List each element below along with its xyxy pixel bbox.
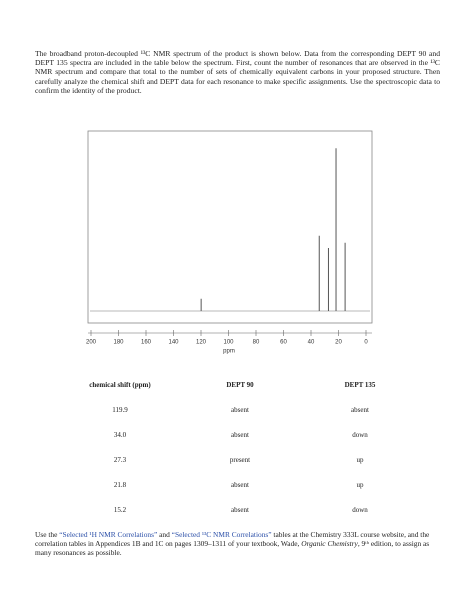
x-tick-label: 180 xyxy=(113,340,124,346)
x-tick-label: 120 xyxy=(196,340,207,346)
table-row: 27.3 present up xyxy=(60,447,420,472)
table-cell: 119.9 xyxy=(112,405,128,414)
table-cell: present xyxy=(229,455,251,464)
table-cell: 27.3 xyxy=(113,455,127,464)
table-cell: down xyxy=(352,505,368,514)
x-tick-label: 0 xyxy=(364,340,368,346)
dept-table: chemical shift (ppm) DEPT 90 DEPT 135 11… xyxy=(60,372,420,522)
x-tick-label: 20 xyxy=(335,340,342,346)
table-cell: absent xyxy=(231,405,249,414)
intro-paragraph: The broadband proton-decoupled ¹³C NMR s… xyxy=(35,49,440,95)
footer-text: and xyxy=(157,530,172,539)
footer-paragraph: Use the “Selected ¹H NMR Correlations” a… xyxy=(35,530,440,558)
table-cell: absent xyxy=(231,430,249,439)
table-row: 21.8 absent up xyxy=(60,472,420,497)
footer-text: , 9ᵗʰ edition, to assign as many resonan… xyxy=(35,539,430,558)
footer-link: “Selected ¹³C NMR Correlations” xyxy=(171,530,272,539)
table-cell: 34.0 xyxy=(113,430,127,439)
header-cell: DEPT 135 xyxy=(344,380,376,389)
x-axis-label: ppm xyxy=(223,349,235,355)
footer-link: “Selected ¹H NMR Correlations” xyxy=(59,530,158,539)
table-row: 15.2 absent down xyxy=(60,497,420,522)
table-cell: absent xyxy=(231,480,249,489)
table-cell: down xyxy=(352,430,368,439)
header-cell: chemical shift (ppm) xyxy=(89,380,151,389)
plot-frame xyxy=(87,130,373,324)
x-tick-label: 200 xyxy=(86,340,97,346)
x-tick-label: 100 xyxy=(223,340,234,346)
table-cell: up xyxy=(356,455,364,464)
table-cell: absent xyxy=(351,405,369,414)
x-tick-label: 40 xyxy=(308,340,315,346)
table-body: 119.9 absent absent 34.0 absent down 27.3 prese… xyxy=(60,397,420,522)
x-tick-label: 60 xyxy=(280,340,287,346)
x-tick-label: 160 xyxy=(141,340,152,346)
table-row: 34.0 absent down xyxy=(60,422,420,447)
x-tick-label: 140 xyxy=(168,340,179,346)
table-cell: up xyxy=(356,480,364,489)
footer-text: Use the xyxy=(35,530,60,539)
table-row: 119.9 absent absent xyxy=(60,397,420,422)
header-cell: DEPT 90 xyxy=(226,380,254,389)
table-cell: absent xyxy=(231,505,249,514)
table-cell: 15.2 xyxy=(113,505,127,514)
book-title: Organic Chemistry xyxy=(301,539,358,549)
footer-text: tables at the Chemistry 333L course webs… xyxy=(35,530,430,549)
table-header: chemical shift (ppm) DEPT 90 DEPT 135 xyxy=(60,372,420,397)
x-tick-label: 80 xyxy=(253,340,260,346)
table-cell: 21.8 xyxy=(113,480,127,489)
